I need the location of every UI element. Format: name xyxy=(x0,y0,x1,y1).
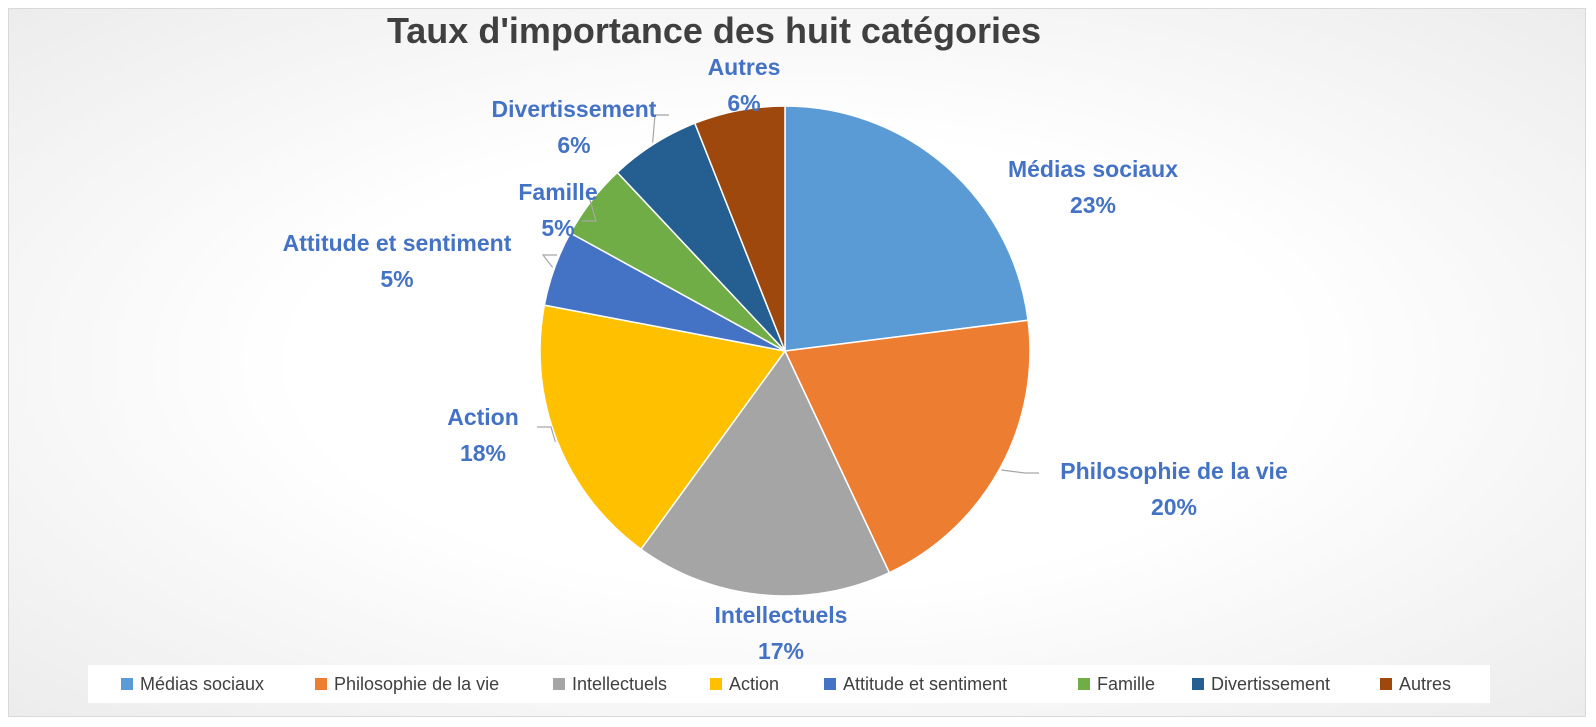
data-label-value-attitude-et-sentiment: 5% xyxy=(380,266,413,292)
data-label-value-divertissement: 6% xyxy=(557,132,590,158)
legend-label: Action xyxy=(729,674,779,694)
legend-swatch xyxy=(121,678,133,690)
data-label-value-famille: 5% xyxy=(541,215,574,241)
data-label-value-philosophie-de-la-vie: 20% xyxy=(1151,494,1197,520)
data-label-category-action: Action xyxy=(447,404,519,430)
leader-line-action xyxy=(537,426,556,443)
legend-label: Autres xyxy=(1399,674,1451,694)
legend-swatch xyxy=(824,678,836,690)
chart-title: Taux d'importance des huit catégories xyxy=(387,10,1041,51)
data-label-category-famille: Famille xyxy=(518,179,597,205)
legend-label: Famille xyxy=(1097,674,1155,694)
data-label-category-divertissement: Divertissement xyxy=(492,96,657,122)
slices-layer xyxy=(539,105,1031,597)
legend-item-intellectuels: Intellectuels xyxy=(553,674,667,694)
leader-lines-layer xyxy=(537,114,1039,474)
pie-slice-action xyxy=(539,304,787,551)
data-labels-layer: Médias sociaux 23% Philosophie de la vie 20… xyxy=(283,54,1288,664)
data-label-value-autres: 6% xyxy=(727,90,760,116)
data-label-value-medias-sociaux: 23% xyxy=(1070,192,1116,218)
data-label-category-medias-sociaux: Médias sociaux xyxy=(1008,156,1178,182)
pie-slice-autres xyxy=(693,105,786,352)
leader-line-philosophie-de-la-vie xyxy=(1001,469,1039,474)
legend-item-action: Action xyxy=(710,674,779,694)
legend-label: Intellectuels xyxy=(572,674,667,694)
legend-label: Attitude et sentiment xyxy=(843,674,1007,694)
data-label-category-philosophie-de-la-vie: Philosophie de la vie xyxy=(1060,458,1288,484)
legend-swatch xyxy=(1078,678,1090,690)
legend-item-autres: Autres xyxy=(1380,674,1451,694)
pie-slice-medias-sociaux xyxy=(784,105,1029,352)
legend-swatch xyxy=(1192,678,1204,690)
pie-chart: Taux d'importance des huit catégories Mé… xyxy=(88,10,1490,703)
legend-swatch xyxy=(710,678,722,690)
legend-item-medias-sociaux: Médias sociaux xyxy=(121,674,264,694)
pie-slice-intellectuels xyxy=(639,349,891,597)
legend-swatch xyxy=(553,678,565,690)
pie-slice-philosophie-de-la-vie xyxy=(783,319,1031,574)
data-label-category-intellectuels: Intellectuels xyxy=(715,602,848,628)
legend-label: Médias sociaux xyxy=(140,674,264,694)
chart-area: Taux d'importance des huit catégories Mé… xyxy=(8,8,1586,717)
legend-item-philosophie-de-la-vie: Philosophie de la vie xyxy=(315,674,499,694)
legend-swatch xyxy=(1380,678,1392,690)
leader-line-famille xyxy=(582,199,597,222)
legend-swatch xyxy=(315,678,327,690)
data-label-value-action: 18% xyxy=(460,440,506,466)
legend-label: Philosophie de la vie xyxy=(334,674,499,694)
leader-line-divertissement xyxy=(652,114,669,143)
data-label-category-autres: Autres xyxy=(708,54,781,80)
data-label-value-intellectuels: 17% xyxy=(758,638,804,664)
legend-item-attitude-et-sentiment: Attitude et sentiment xyxy=(824,674,1007,694)
legend-label: Divertissement xyxy=(1211,674,1330,694)
legend: Médias sociaux Philosophie de la vie Intel… xyxy=(121,674,1451,694)
legend-item-divertissement: Divertissement xyxy=(1192,674,1330,694)
data-label-category-attitude-et-sentiment: Attitude et sentiment xyxy=(283,230,512,256)
leader-line-attitude-et-sentiment xyxy=(541,254,557,268)
legend-item-famille: Famille xyxy=(1078,674,1155,694)
